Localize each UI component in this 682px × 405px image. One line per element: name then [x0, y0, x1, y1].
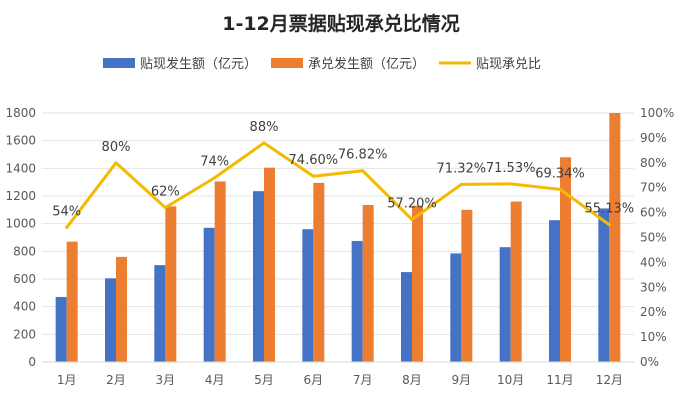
y-right-tick-label: 0% — [640, 355, 659, 369]
acceptance-bar — [510, 201, 522, 362]
x-tick-label: 5月 — [254, 373, 274, 387]
discount-bar — [499, 247, 511, 362]
chart-title: 1-12月票据贴现承兑比情况 — [222, 12, 460, 35]
y-right-tick-label: 80% — [640, 156, 667, 170]
x-tick-label: 12月 — [596, 373, 623, 387]
ratio-data-label: 69.34% — [535, 166, 585, 181]
x-tick-label: 6月 — [304, 373, 324, 387]
y-right-tick-label: 100% — [640, 106, 674, 120]
x-tick-label: 4月 — [205, 373, 225, 387]
ratio-data-label: 80% — [102, 140, 131, 155]
x-tick-label: 1月 — [57, 373, 77, 387]
discount-bar — [302, 229, 314, 362]
y-left-tick-label: 800 — [13, 244, 36, 258]
ratio-data-label: 76.82% — [338, 148, 388, 163]
legend-label: 贴现承兑比 — [476, 57, 541, 72]
y-left-tick-label: 1200 — [5, 189, 36, 203]
discount-bar — [55, 296, 67, 362]
ratio-data-label: 57.20% — [387, 197, 437, 212]
right-y-axis: 0% 10% 20% 30% 40% 50% 60% 70% 80% 90% 100% — [640, 106, 674, 369]
discount-bar — [253, 191, 264, 362]
x-tick-label: 9月 — [452, 373, 472, 387]
y-left-tick-label: 200 — [13, 327, 36, 341]
y-left-tick-label: 1600 — [5, 134, 36, 148]
acceptance-bar — [264, 167, 275, 362]
y-right-tick-label: 50% — [640, 231, 667, 245]
y-left-tick-label: 1000 — [5, 217, 36, 231]
ratio-point — [163, 206, 167, 210]
y-right-tick-label: 70% — [640, 181, 667, 195]
acceptance-bar — [412, 205, 423, 362]
x-tick-label: 10月 — [497, 373, 524, 387]
left-y-axis: 0 200 400 600 800 1000 1200 1400 1600 1800 — [5, 106, 36, 369]
y-right-tick-label: 90% — [640, 131, 667, 145]
acceptance-bar — [313, 182, 325, 362]
ratio-point — [459, 182, 463, 186]
ratio-data-label: 71.53% — [486, 161, 536, 176]
legend-label: 贴现发生额（亿元） — [140, 56, 257, 72]
ratio-line — [65, 141, 611, 229]
legend-discount-swatch — [103, 58, 135, 68]
acceptance-bar — [165, 206, 177, 362]
x-tick-label: 7月 — [353, 373, 373, 387]
bars-group — [55, 113, 621, 362]
acceptance-bar — [116, 256, 127, 362]
ratio-point — [65, 226, 69, 230]
y-right-tick-label: 30% — [640, 280, 667, 294]
discount-bar — [549, 220, 560, 362]
x-tick-label: 8月 — [402, 373, 422, 387]
ratio-data-label: 55.13% — [585, 202, 635, 217]
discount-bar — [351, 240, 363, 362]
ratio-point — [262, 141, 266, 145]
x-tick-label: 11月 — [546, 373, 573, 387]
ratio-point — [213, 176, 217, 180]
ratio-data-label: 71.32% — [437, 161, 487, 176]
acceptance-bar — [560, 157, 571, 362]
discount-bar — [203, 227, 215, 362]
x-axis: 1月 2月 3月 4月 5月 6月 7月 8月 9月 10月 11月 12月 — [57, 373, 623, 387]
y-right-tick-label: 10% — [640, 330, 667, 344]
ratio-data-label: 74% — [200, 155, 229, 170]
gridlines — [42, 112, 634, 335]
y-right-tick-label: 40% — [640, 255, 667, 269]
ratio-point — [114, 161, 118, 165]
y-right-tick-label: 60% — [640, 206, 667, 220]
acceptance-bar — [609, 113, 621, 362]
discount-bar — [401, 272, 412, 362]
ratio-data-label: 54% — [52, 205, 81, 220]
ratio-line-group: 54% 80% 62% 74% 88% 74.60% 76.82% 57.20% 71.32% 7… — [52, 120, 635, 230]
y-right-tick-label: 20% — [640, 305, 667, 319]
legend-label: 承兑发生额（亿元） — [308, 56, 425, 72]
y-left-tick-label: 1400 — [5, 161, 36, 175]
discount-bar — [105, 278, 116, 362]
acceptance-bar — [362, 204, 374, 362]
acceptance-bar — [66, 241, 78, 362]
discount-bar — [154, 265, 166, 362]
discount-bar — [450, 253, 462, 362]
ratio-point — [311, 174, 315, 178]
ratio-point — [410, 218, 414, 222]
acceptance-bar — [214, 181, 226, 362]
ratio-data-label: 62% — [151, 185, 180, 200]
x-tick-label: 2月 — [106, 373, 126, 387]
ratio-data-label: 88% — [250, 120, 279, 135]
x-tick-label: 3月 — [156, 373, 176, 387]
legend-acceptance-swatch — [271, 58, 304, 68]
ratio-point — [558, 187, 562, 191]
y-left-tick-label: 400 — [13, 300, 36, 314]
y-left-tick-label: 600 — [13, 272, 36, 286]
ratio-data-label: 74.60% — [289, 153, 339, 168]
discount-bar — [598, 208, 610, 362]
ratio-point — [509, 182, 513, 186]
legend: 贴现发生额（亿元） 承兑发生额（亿元） 贴现承兑比 — [103, 56, 541, 72]
acceptance-bar — [461, 209, 473, 362]
ratio-point — [607, 223, 611, 227]
y-left-tick-label: 0 — [28, 355, 36, 369]
ratio-point — [361, 169, 365, 173]
y-left-tick-label: 1800 — [5, 106, 36, 120]
